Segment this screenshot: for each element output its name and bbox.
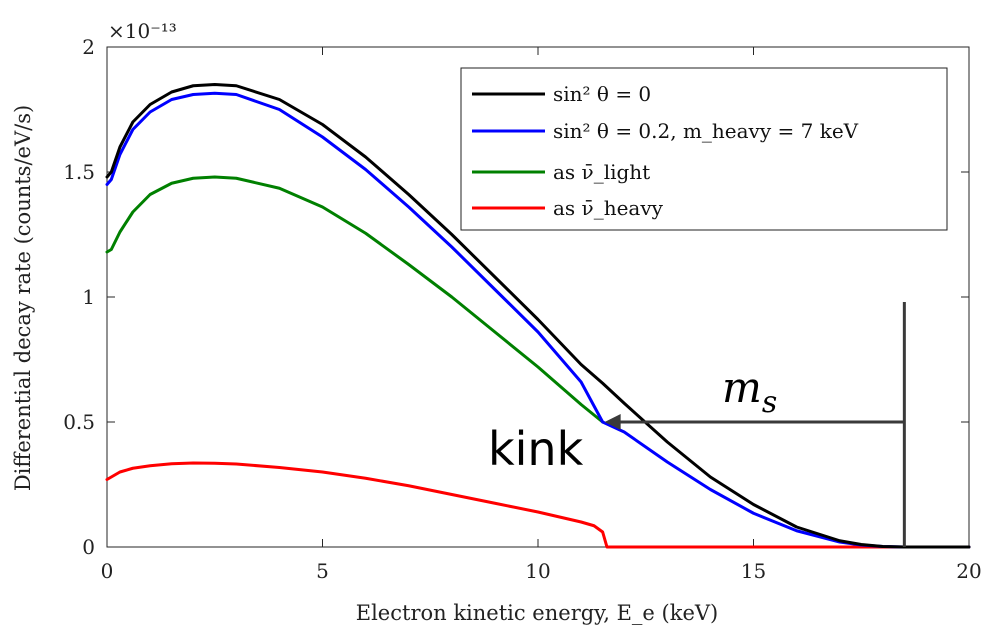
x-tick-label: 20 — [956, 559, 981, 583]
annotation-ms-main: m — [722, 363, 762, 412]
series-layer — [105, 83, 971, 549]
annotation-kink: kink — [488, 422, 584, 476]
annotation-ms: ms — [722, 363, 777, 420]
x-tick-label: 0 — [101, 559, 114, 583]
y-tick-label: 0.5 — [63, 410, 95, 434]
series-line-2 — [105, 175, 605, 424]
x-tick-label: 15 — [741, 559, 766, 583]
y-axis-label: Differential decay rate (counts/eV/s) — [11, 105, 35, 491]
series-line-0 — [105, 83, 971, 549]
series-line-3 — [105, 461, 971, 549]
ticks-layer: 0 5 10 15 20 0 0.5 1 1.5 2 — [63, 35, 982, 583]
x-axis-label: Electron kinetic energy, E_e (keV) — [356, 601, 718, 625]
annotation-layer — [604, 302, 906, 547]
y-tick-label: 0 — [82, 535, 95, 559]
legend: sin² θ = 0 sin² θ = 0.2, m_heavy = 7 keV… — [460, 67, 948, 231]
legend-label-series-3: as ν̄_heavy — [553, 196, 664, 220]
x-tick-label: 5 — [316, 559, 329, 583]
legend-box — [460, 67, 948, 231]
y-tick-label: 1.5 — [63, 160, 95, 184]
annotation-ms-subscript: s — [762, 385, 777, 420]
y-axis-exponent: ×10⁻¹³ — [108, 19, 177, 43]
y-tick-label: 2 — [82, 35, 95, 59]
legend-label-series-1: sin² θ = 0.2, m_heavy = 7 keV — [553, 119, 859, 143]
x-tick-label: 10 — [525, 559, 550, 583]
ms-arrow-head — [604, 414, 621, 430]
legend-label-series-0: sin² θ = 0 — [553, 82, 651, 106]
y-tick-label: 1 — [82, 285, 95, 309]
legend-label-series-2: as ν̄_light — [553, 160, 650, 184]
